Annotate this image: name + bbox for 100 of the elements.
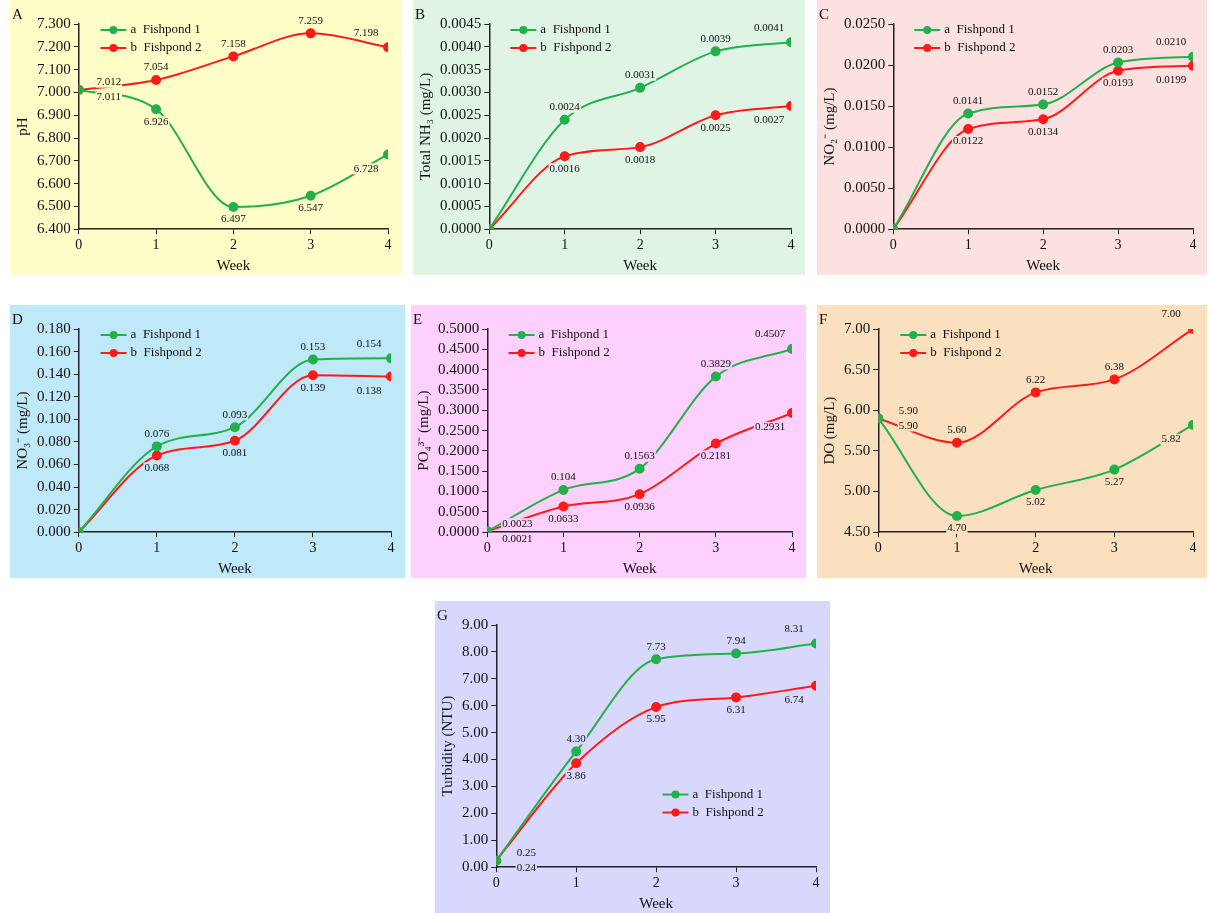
x-tick-label: 4 [1189,540,1197,556]
y-tick-label: 0.1500 [438,462,480,479]
data-label: 0.0018 [625,152,656,165]
y-tick-label: 0.0025 [440,106,482,123]
point [710,438,721,449]
data-label: 0.0134 [1028,124,1059,137]
legend-label: b Fishpond 2 [130,39,202,55]
x-tick-label: 0 [874,540,882,556]
point [229,435,240,446]
point [634,489,645,500]
chart-title: B [415,5,426,22]
data-label: 5.02 [1026,495,1046,508]
data-label: 0.0210 [1155,35,1187,48]
y-tick-label: 0.2500 [438,421,480,438]
x-tick-label: 3 [712,237,720,253]
legend-label: b Fishpond 2 [538,344,610,360]
data-label: 0.0936 [624,499,656,512]
x-tick-label: 2 [231,540,239,556]
y-tick-label: 6.900 [37,106,71,123]
point [963,124,974,135]
y-tick-label: 0.0000 [438,523,480,540]
y-tick-label: 0.160 [37,342,71,359]
x-axis-title: Week [217,559,253,576]
data-label: 0.0039 [700,31,732,44]
x-tick-label: 3 [307,237,315,253]
data-label: 5.90 [898,403,919,416]
data-label: 5.82 [1161,432,1181,445]
data-label: 0.4507 [754,327,786,340]
chart-title: E [413,310,423,327]
data-label: 7.198 [353,25,379,38]
point [731,692,742,703]
x-axis-title: Week [1018,559,1054,576]
y-tick-label: 0.000 [37,523,71,540]
data-label: 6.22 [1026,372,1046,385]
x-tick-label: 0 [889,237,897,253]
y-tick-label: 6.600 [37,174,71,191]
point [1038,99,1049,110]
point [307,354,318,365]
data-label: 7.012 [96,75,122,88]
y-tick-label: 0.0015 [440,151,482,168]
data-label: 0.081 [222,446,248,459]
y-axis-title: DO (mg/L) [820,396,838,465]
data-label: 3.86 [566,768,587,781]
x-tick-label: 2 [229,237,237,253]
y-tick-label: 9.00 [462,615,489,632]
point [558,501,569,512]
y-tick-label: 0.3000 [438,401,480,418]
y-tick-label: 0.0035 [440,60,482,77]
x-tick-label: 4 [812,875,820,891]
point [151,450,162,461]
x-tick-label: 3 [1110,540,1118,556]
x-tick-label: 3 [309,540,317,556]
x-tick-label: 1 [964,237,972,253]
data-label: 5.95 [646,712,667,725]
x-axis-title: Week [1026,256,1061,273]
y-tick-label: 0.3500 [438,380,480,397]
point [635,142,646,153]
y-tick-label: 0.0150 [844,97,886,114]
y-tick-label: 7.200 [37,37,71,54]
data-label: 0.0141 [953,93,984,106]
y-axis-title: pH [13,117,30,136]
y-tick-label: 0.060 [37,455,71,472]
y-tick-label: 7.00 [844,319,871,336]
point [558,484,569,495]
point [1038,114,1049,125]
data-label: 8.31 [784,621,804,634]
legend-label: a Fishpond 1 [130,21,201,37]
x-tick-label: 2 [636,237,644,253]
y-tick-label: 4.00 [462,750,489,767]
y-tick-label: 7.300 [37,14,71,31]
x-tick-label: 4 [788,540,796,556]
legend-label: a Fishpond 1 [538,326,609,342]
x-axis-title: Week [623,256,658,273]
x-tick-label: 0 [485,237,493,253]
x-tick-label: 2 [652,875,660,891]
y-tick-label: 6.400 [37,220,71,237]
point [963,108,974,119]
data-label: 6.497 [221,212,247,225]
data-label: 0.0025 [700,120,732,133]
x-axis-title: Week [622,559,658,576]
data-label: 0.104 [551,470,577,483]
data-label: 0.0122 [953,134,984,147]
y-tick-label: 0.020 [37,500,71,517]
x-tick-label: 4 [787,237,795,253]
y-tick-label: 0.0100 [844,138,886,155]
legend-label: a Fishpond 1 [540,21,611,37]
point [635,82,646,93]
point [151,104,162,115]
point [710,110,721,121]
point [710,46,721,57]
point [151,75,162,86]
x-tick-label: 4 [387,540,395,556]
data-label: 0.0016 [549,161,581,174]
y-tick-label: 0.0000 [844,220,886,237]
point [307,370,318,381]
x-tick-label: 1 [559,540,567,556]
y-tick-label: 0.140 [37,365,71,382]
x-tick-label: 4 [384,237,392,253]
data-label: 0.154 [356,336,382,349]
x-tick-label: 0 [75,237,83,253]
